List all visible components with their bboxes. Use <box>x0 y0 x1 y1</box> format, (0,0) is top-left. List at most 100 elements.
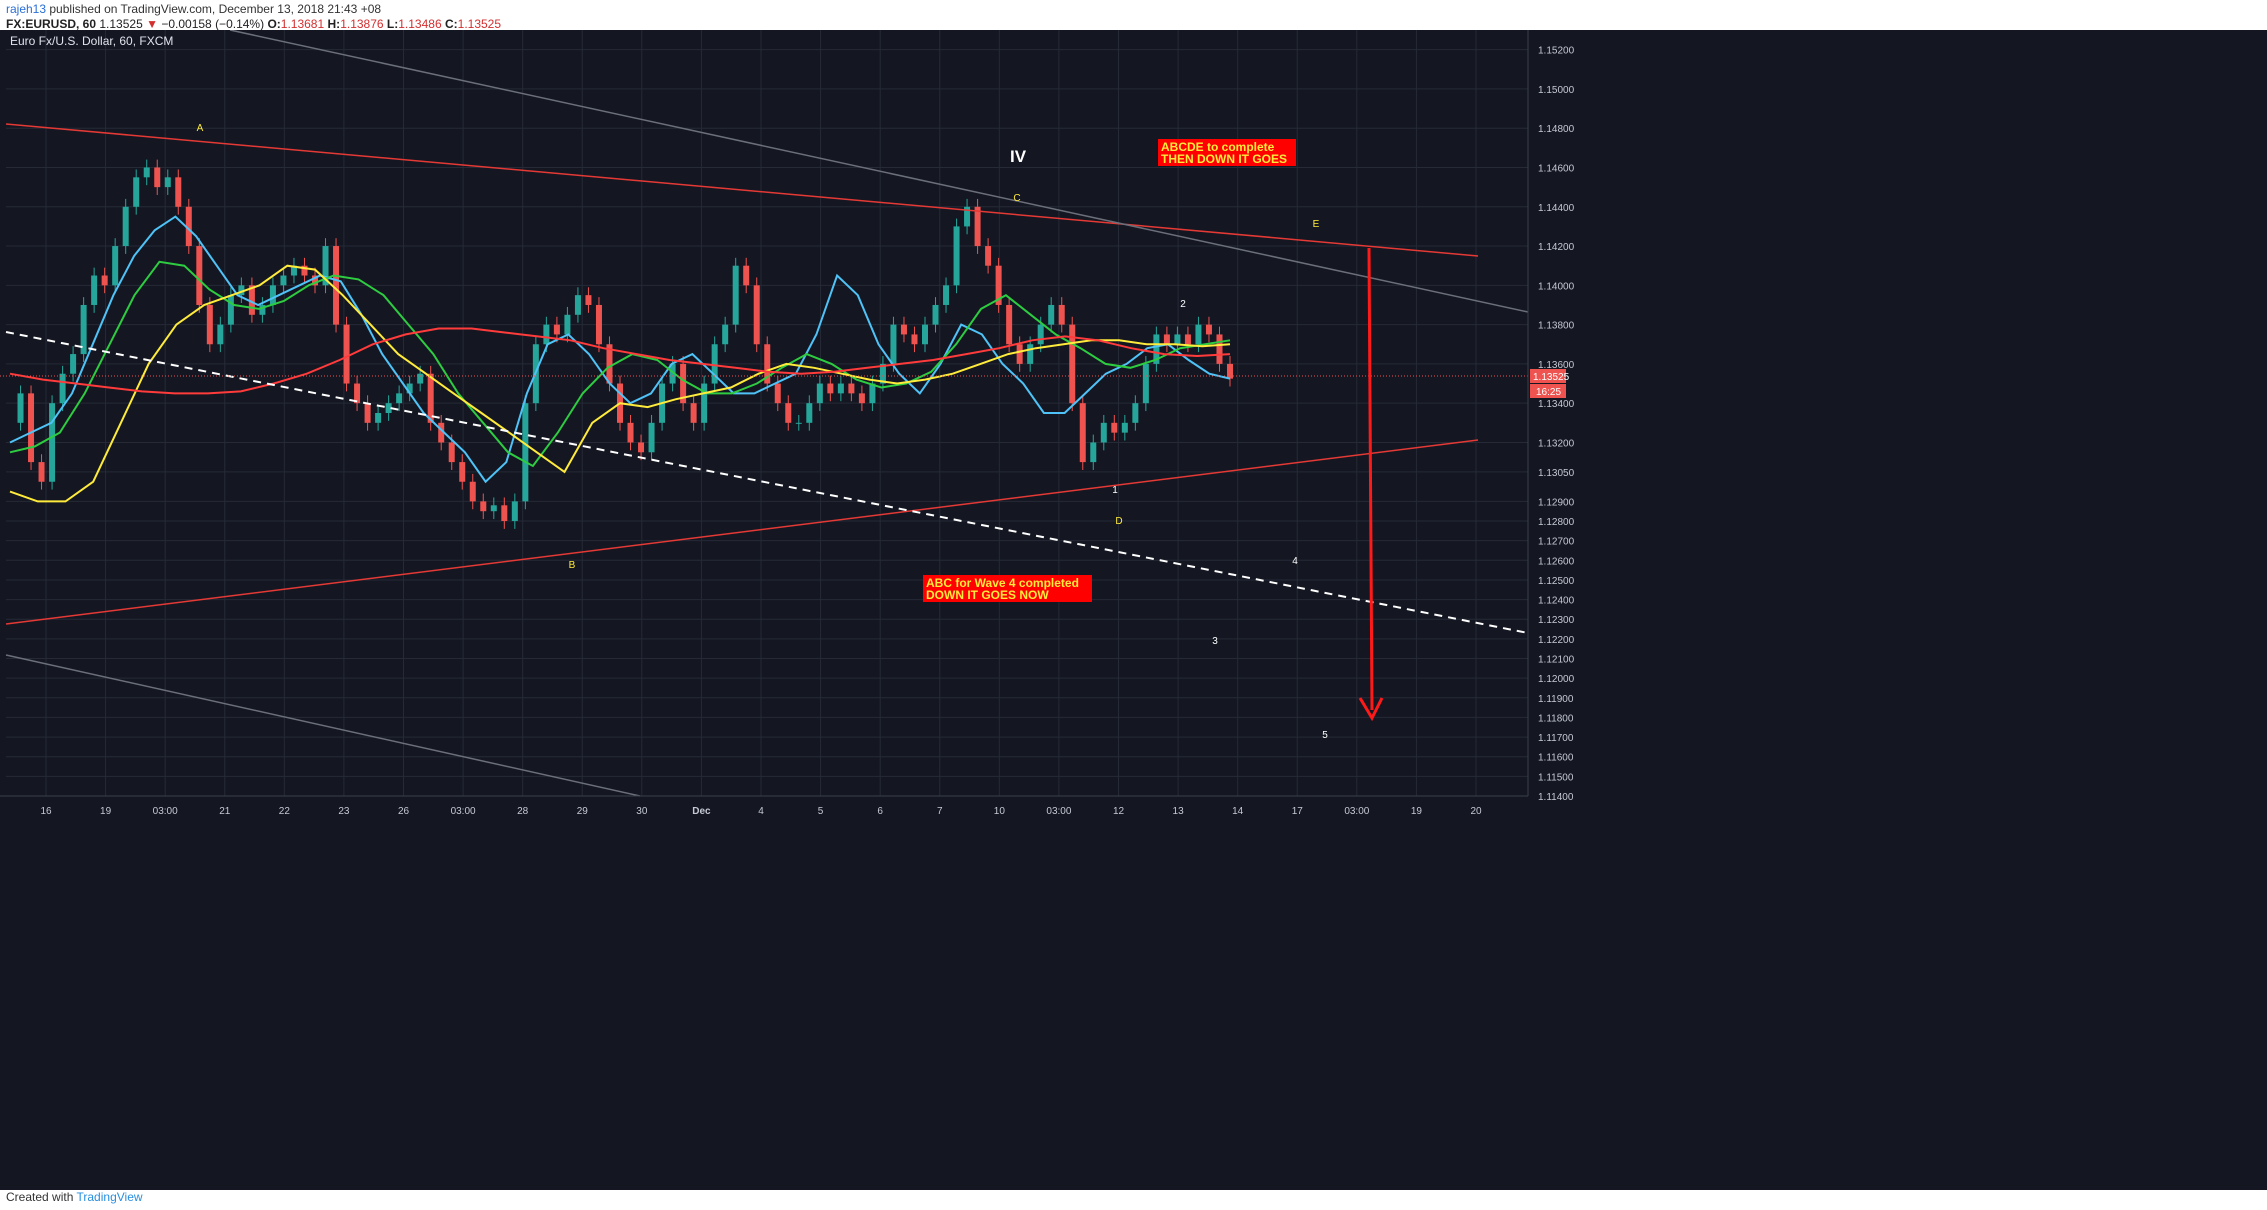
candle-body <box>953 226 960 286</box>
publisher-username[interactable]: rajeh13 <box>6 2 47 16</box>
price-chart[interactable]: Euro Fx/U.S. Dollar, 60, FXCM ABCDEIV123… <box>0 30 2267 1190</box>
candle-body <box>28 393 35 463</box>
publisher-line: rajeh13 published on TradingView.com, De… <box>6 2 381 16</box>
y-tick-label: 1.15200 <box>1538 46 1575 57</box>
note-abcde-line1: ABCDE to complete <box>1161 140 1275 154</box>
y-tick-label: 1.12100 <box>1538 655 1575 666</box>
candle-body <box>185 206 192 247</box>
candle-body <box>248 285 255 315</box>
x-tick-label: 26 <box>398 806 410 817</box>
price-badge-bg <box>1530 369 1566 383</box>
candle-body <box>1132 403 1139 423</box>
candle-body <box>38 462 45 482</box>
lower-red-trendline <box>5 439 1479 625</box>
y-tick-label: 1.11400 <box>1538 792 1574 803</box>
candle-body <box>354 383 361 404</box>
candle-body <box>785 403 792 423</box>
footer: Created with TradingView <box>6 1190 143 1204</box>
x-tick-label: 29 <box>577 806 589 817</box>
open-value: 1.13681 <box>280 17 325 31</box>
x-tick-label: 13 <box>1173 806 1185 817</box>
candle-body <box>627 422 634 443</box>
candle-body <box>711 344 718 384</box>
candle-body <box>438 422 445 443</box>
white-dashed-trendline <box>5 331 1529 634</box>
candle-body <box>122 206 129 247</box>
wave-label-iv: IV <box>1010 147 1027 166</box>
candle-body <box>269 285 276 305</box>
y-tick-label: 1.14000 <box>1538 281 1575 292</box>
y-tick-label: 1.12700 <box>1538 537 1575 548</box>
y-tick-label: 1.11800 <box>1538 713 1574 724</box>
price-axis[interactable]: 1.15200 1.15000 1.14800 1.14600 1.14400 1.142… <box>1527 30 2267 1190</box>
candle-body <box>774 383 781 404</box>
candle-body <box>869 383 876 404</box>
candle-body <box>585 295 592 305</box>
candle-body <box>974 206 981 247</box>
x-tick-label: 03:00 <box>1344 806 1369 817</box>
candle-body <box>1174 334 1181 345</box>
x-tick-label: 03:00 <box>451 806 476 817</box>
y-tick-label: 1.12500 <box>1538 576 1575 587</box>
candle-body <box>364 403 371 423</box>
note-wave4-bg <box>923 575 1092 602</box>
price-badge: 1.13525 <box>1533 372 1570 383</box>
high-label: H: <box>327 17 341 31</box>
y-tick-label: 1.12000 <box>1538 674 1575 685</box>
down-arrow-icon: ▼ <box>146 17 158 31</box>
time-axis[interactable]: 16 19 03:00 21 22 23 26 03:00 28 29 30 Dec 4 5 6 7 10 03:… <box>0 795 1528 817</box>
candle-body <box>680 363 687 404</box>
x-tick-label: 03:00 <box>1046 806 1071 817</box>
wave-label-d: D <box>1115 516 1122 527</box>
x-tick-label: 23 <box>338 806 350 817</box>
candle-body <box>964 206 971 227</box>
candle-body <box>806 403 813 423</box>
candle-body <box>112 246 119 286</box>
y-tick-label: 1.13800 <box>1538 321 1575 332</box>
candle-body <box>343 324 350 384</box>
candle-body <box>490 505 497 512</box>
candle-body <box>91 275 98 305</box>
symbol-label: FX:EURUSD, 60 <box>6 17 97 31</box>
candle-body <box>480 501 487 512</box>
candle-body <box>1037 324 1044 345</box>
candle-body <box>238 285 245 296</box>
candle-body <box>333 246 340 325</box>
candle-body <box>1216 334 1223 364</box>
ema-cyan-line <box>9 215 1231 484</box>
tradingview-logo[interactable]: TradingView <box>76 1190 143 1204</box>
candle-body <box>1027 344 1034 364</box>
note-abcde-line2: THEN DOWN IT GOES <box>1161 152 1287 166</box>
candle-body <box>1079 403 1086 463</box>
candle-body <box>1069 324 1076 404</box>
candle-body <box>206 304 213 345</box>
candle-body <box>943 285 950 305</box>
x-tick-label: 5 <box>818 806 824 817</box>
candle-body <box>501 505 508 522</box>
candle-body <box>722 324 729 345</box>
candle-body <box>837 383 844 394</box>
candle-body <box>732 265 739 325</box>
count-label-2: 2 <box>1180 299 1186 310</box>
candle-body <box>553 324 560 335</box>
close-label: C: <box>444 17 458 31</box>
x-tick-label: 20 <box>1470 806 1482 817</box>
price-axis-bg <box>1528 30 2267 1190</box>
x-tick-label: 21 <box>219 806 231 817</box>
candle-body <box>827 383 834 394</box>
candle-body <box>1163 334 1170 345</box>
candle-body <box>448 442 455 463</box>
candle-body <box>133 177 140 207</box>
candle-body <box>932 304 939 325</box>
lower-gray-channel-line <box>5 654 641 797</box>
price-change: −0.00158 (−0.14%) <box>161 17 265 31</box>
ema-green-line <box>9 260 1231 468</box>
low-label: L: <box>386 17 399 31</box>
candle-body <box>638 442 645 453</box>
candle-body <box>217 324 224 345</box>
candle-body <box>70 354 77 374</box>
candle-body <box>17 393 24 423</box>
y-tick-label: 1.12200 <box>1538 635 1575 646</box>
published-info: published on TradingView.com, December 1… <box>49 2 382 16</box>
indicator-lines <box>9 215 1231 503</box>
